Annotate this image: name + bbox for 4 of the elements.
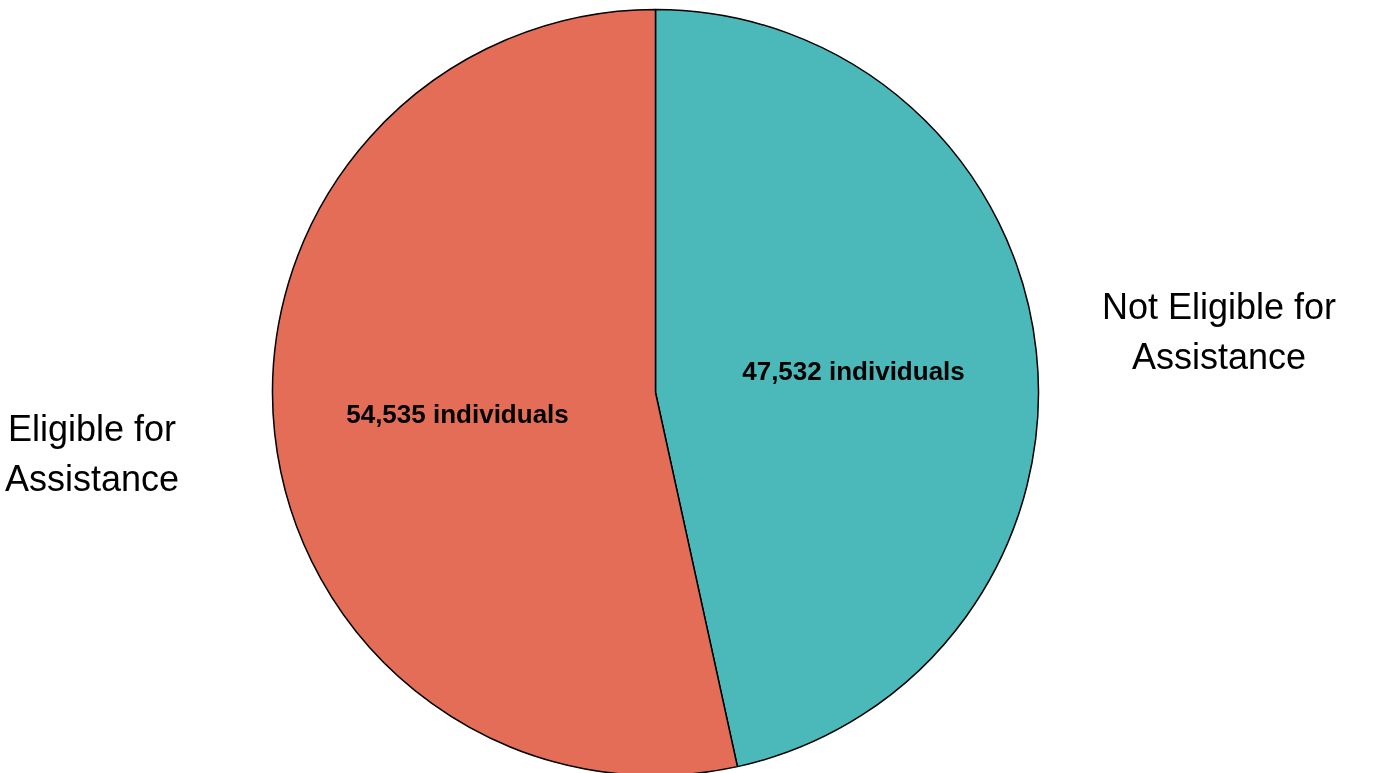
slice-label: Not Eligible for Assistance <box>1102 286 1337 377</box>
data-label: 47,532 individuals <box>742 356 965 387</box>
data-label: 54,535 individuals <box>346 398 569 429</box>
slice-label: Eligible for Assistance <box>4 408 179 499</box>
